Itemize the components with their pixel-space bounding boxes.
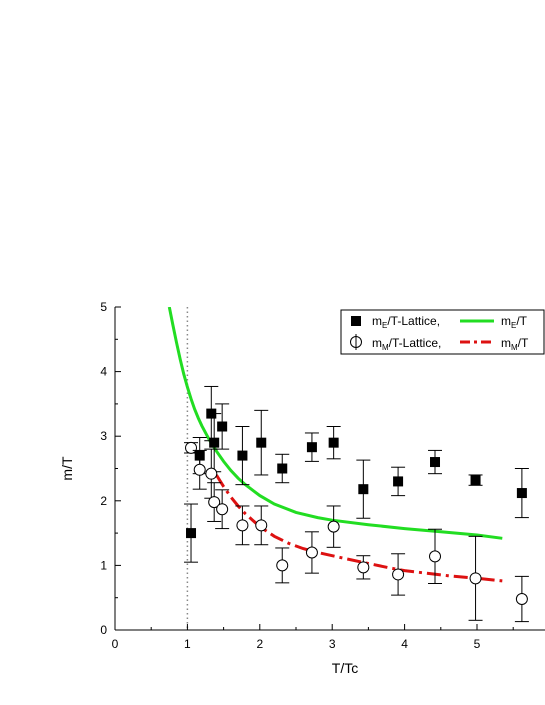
marker-square bbox=[516, 488, 527, 499]
data-point-mm bbox=[428, 528, 443, 584]
marker-circle bbox=[357, 561, 370, 574]
legend-marker-square bbox=[351, 316, 361, 326]
data-point-me bbox=[468, 474, 483, 486]
data-point-mm bbox=[326, 505, 341, 548]
data-point-mm bbox=[304, 531, 319, 574]
x-tick-label: 4 bbox=[401, 637, 408, 651]
y-tick-label: 5 bbox=[100, 300, 107, 314]
y-tick-label: 4 bbox=[100, 365, 107, 379]
legend-label-me: mE/T bbox=[501, 314, 528, 330]
marker-square bbox=[393, 476, 404, 487]
data-point-me bbox=[326, 426, 341, 460]
marker-circle bbox=[469, 572, 482, 585]
x-tick-label: 5 bbox=[474, 637, 481, 651]
marker-square bbox=[186, 528, 197, 539]
data-point-mm bbox=[207, 482, 222, 522]
marker-square bbox=[209, 437, 220, 448]
data-point-me bbox=[514, 468, 529, 519]
marker-circle bbox=[515, 592, 528, 605]
marker-circle bbox=[255, 519, 268, 532]
marker-square bbox=[430, 457, 441, 468]
data-point-me bbox=[428, 449, 443, 475]
plot-area bbox=[167, 307, 529, 630]
data-point-mm bbox=[356, 555, 371, 580]
data-point-me bbox=[184, 503, 199, 563]
marker-circle bbox=[392, 568, 405, 581]
marker-circle bbox=[185, 441, 198, 454]
x-tick-label: 1 bbox=[184, 637, 191, 651]
y-axis-title: m/T bbox=[59, 456, 75, 481]
marker-square bbox=[277, 463, 288, 474]
marker-square bbox=[328, 437, 339, 448]
y-tick-label: 1 bbox=[100, 558, 107, 572]
y-tick-label: 3 bbox=[100, 429, 107, 443]
axes: 0 1 2 3 4 5 0 1 2 3 4 5 bbox=[100, 300, 545, 651]
data-point-me bbox=[356, 459, 371, 519]
marker-circle bbox=[276, 559, 289, 572]
legend-box bbox=[340, 309, 545, 355]
curve-me bbox=[167, 307, 503, 540]
legend-label-mm-lattice: mM/T-Lattice, bbox=[372, 336, 441, 352]
y-tick-label: 2 bbox=[100, 494, 107, 508]
data-point-mm bbox=[391, 553, 406, 596]
x-tick-label: 0 bbox=[112, 637, 119, 651]
data-point-mm bbox=[204, 448, 219, 499]
data-point-me bbox=[304, 432, 319, 462]
marker-circle bbox=[429, 550, 442, 563]
marker-square bbox=[358, 484, 369, 495]
marker-circle bbox=[205, 467, 218, 480]
data-point-mm bbox=[192, 449, 207, 490]
marker-circle bbox=[327, 520, 340, 533]
marker-circle bbox=[236, 519, 249, 532]
legend-label-mm: mM/T bbox=[501, 336, 529, 352]
x-axis-title: T/Tc bbox=[332, 660, 358, 676]
x-tick-label: 2 bbox=[256, 637, 263, 651]
x-tick-label: 3 bbox=[329, 637, 336, 651]
data-point-me bbox=[235, 426, 250, 486]
legend-label-me-lattice: mE/T-Lattice, bbox=[372, 314, 440, 330]
marker-circle bbox=[193, 463, 206, 476]
data-point-mm bbox=[514, 575, 529, 623]
marker-square bbox=[256, 437, 267, 448]
marker-square bbox=[470, 475, 481, 486]
data-point-mm bbox=[468, 535, 483, 621]
marker-circle bbox=[216, 503, 229, 516]
marker-square bbox=[237, 450, 248, 461]
marker-square bbox=[306, 442, 317, 453]
data-point-mm bbox=[215, 489, 230, 530]
data-point-mm bbox=[254, 505, 269, 546]
data-point-mm bbox=[275, 547, 290, 584]
marker-square bbox=[217, 421, 228, 432]
marker-circle bbox=[305, 546, 318, 559]
marker-circle bbox=[208, 496, 221, 509]
y-tick-label: 0 bbox=[100, 623, 107, 637]
data-point-me bbox=[254, 409, 269, 476]
data-point-me bbox=[275, 453, 290, 484]
legend: mE/T-Lattice, mE/T mM/T-Lattice, mM/T bbox=[340, 309, 545, 355]
data-point-mm bbox=[235, 505, 250, 546]
data-point-me bbox=[391, 466, 406, 497]
